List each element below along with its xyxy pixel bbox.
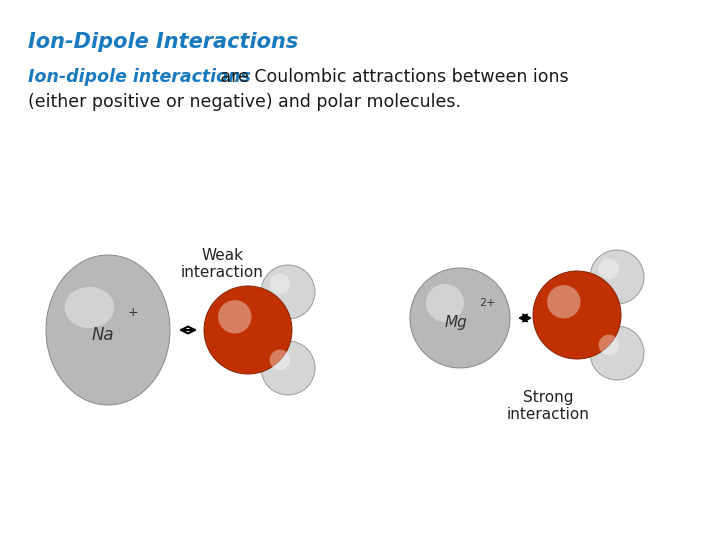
Circle shape: [261, 341, 315, 395]
Circle shape: [261, 265, 315, 319]
Circle shape: [533, 271, 621, 359]
Circle shape: [590, 326, 644, 380]
Circle shape: [410, 268, 510, 368]
Text: Weak
interaction: Weak interaction: [181, 248, 264, 280]
Circle shape: [598, 259, 619, 279]
Text: Strong
interaction: Strong interaction: [507, 390, 590, 422]
Text: 2+: 2+: [479, 298, 495, 308]
Text: Mg: Mg: [445, 314, 467, 329]
Circle shape: [269, 349, 290, 370]
Text: Na: Na: [91, 326, 114, 344]
Ellipse shape: [46, 255, 170, 405]
Ellipse shape: [65, 287, 114, 328]
Circle shape: [547, 285, 580, 319]
Circle shape: [218, 300, 251, 334]
Circle shape: [590, 250, 644, 304]
Circle shape: [598, 335, 619, 355]
Circle shape: [204, 286, 292, 374]
Circle shape: [269, 274, 290, 294]
Text: +: +: [128, 306, 139, 319]
Text: are Coulombic attractions between ions: are Coulombic attractions between ions: [215, 68, 569, 86]
Text: (either positive or negative) and polar molecules.: (either positive or negative) and polar …: [28, 93, 461, 111]
Text: Ion-Dipole Interactions: Ion-Dipole Interactions: [28, 32, 298, 52]
Circle shape: [426, 284, 464, 322]
Text: Ion-dipole interactions: Ion-dipole interactions: [28, 68, 251, 86]
